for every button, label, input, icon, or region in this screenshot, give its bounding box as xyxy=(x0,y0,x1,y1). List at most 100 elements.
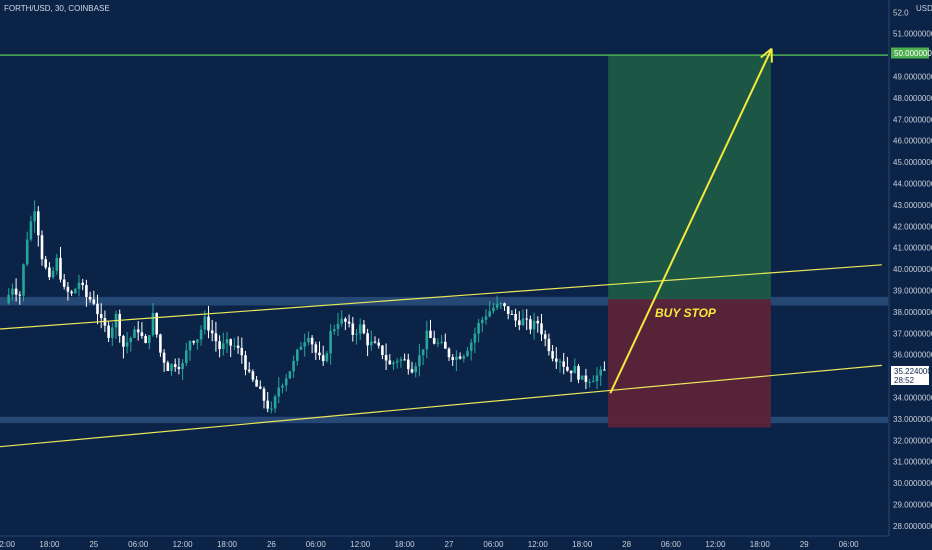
candle-body xyxy=(532,320,536,330)
candle-body xyxy=(7,294,10,304)
candle-body xyxy=(303,342,306,347)
candle-body xyxy=(518,320,521,326)
candle-body xyxy=(99,314,103,319)
candle-body xyxy=(251,371,255,380)
candle-body xyxy=(525,318,528,320)
profit-zone xyxy=(608,55,771,300)
channel-upper-line xyxy=(0,264,882,330)
candle-body xyxy=(70,291,73,294)
candle-body xyxy=(259,386,262,389)
candle-body xyxy=(506,306,510,314)
candle-body xyxy=(355,333,358,335)
candle-body xyxy=(503,303,506,307)
countdown-label: 28:52 xyxy=(894,376,915,385)
candle-body xyxy=(148,335,151,343)
candle-body xyxy=(418,355,421,367)
y-tick-label: 29.00000000 xyxy=(893,500,932,509)
candle-body xyxy=(395,360,399,363)
candles xyxy=(7,200,606,414)
x-tick-label: 26 xyxy=(267,540,276,549)
candle-body xyxy=(11,288,14,295)
candle-body xyxy=(48,267,51,278)
candle-body xyxy=(429,330,432,338)
y-tick-label: 44.00000000 xyxy=(893,179,932,188)
candle-body xyxy=(144,336,147,343)
support-zone-1 xyxy=(0,296,888,306)
candle-body xyxy=(188,341,192,351)
candle-body xyxy=(481,319,484,324)
candle-body xyxy=(366,333,369,346)
currency-label: USD xyxy=(916,4,932,13)
candle-body xyxy=(414,366,417,373)
candle-body xyxy=(603,369,606,371)
y-tick-label: 38.00000000 xyxy=(893,308,932,317)
buy-stop-annotation: BUY STOP xyxy=(655,306,717,320)
candle-body xyxy=(18,294,22,296)
candle-body xyxy=(325,353,329,362)
candle-body xyxy=(277,387,281,397)
candle-body xyxy=(88,296,92,300)
candle-body xyxy=(344,318,347,322)
candle-body xyxy=(199,329,203,340)
x-tick-label: 18:00 xyxy=(217,540,238,549)
candle-body xyxy=(173,364,177,368)
candle-body xyxy=(74,288,77,294)
candle-body xyxy=(170,364,173,372)
candle-body xyxy=(543,334,547,339)
candle-body xyxy=(321,355,325,362)
x-tick-label: 25 xyxy=(89,540,98,549)
candle-body xyxy=(273,396,277,409)
candle-body xyxy=(207,316,210,331)
candle-body xyxy=(407,359,410,370)
x-tick-label: 29 xyxy=(800,540,809,549)
y-tick-label: 37.00000000 xyxy=(893,329,932,338)
drawings xyxy=(0,47,888,448)
x-tick-label: 06:00 xyxy=(128,540,149,549)
candle-body xyxy=(81,282,84,286)
candle-body xyxy=(14,288,18,295)
candle-body xyxy=(51,270,55,278)
candle-body xyxy=(514,313,517,321)
channel-lower-line xyxy=(0,364,882,448)
candle-body xyxy=(592,381,595,383)
candle-body xyxy=(580,375,584,380)
candle-body xyxy=(410,369,414,373)
candle-body xyxy=(210,330,214,334)
candle-body xyxy=(551,351,554,359)
candle-body xyxy=(536,320,540,324)
x-tick-label: 12:00 xyxy=(0,540,16,549)
candle-body xyxy=(529,319,532,330)
candle-body xyxy=(107,325,110,338)
y-tick-label: 28.00000000 xyxy=(893,522,932,531)
candle-body xyxy=(362,324,366,334)
stop-loss-zone xyxy=(608,299,771,428)
x-tick-label: 06:00 xyxy=(661,540,682,549)
candle-body xyxy=(151,312,155,336)
candle-body xyxy=(44,259,47,268)
candle-body xyxy=(440,341,443,343)
candle-body xyxy=(547,338,551,352)
y-tick-label: 31.00000000 xyxy=(893,458,932,467)
candle-body xyxy=(55,257,59,271)
candle-body xyxy=(588,381,591,383)
candle-body xyxy=(203,316,207,330)
candle-body xyxy=(185,350,188,364)
candle-body xyxy=(388,360,392,365)
candle-body xyxy=(125,342,129,347)
candle-body xyxy=(347,321,351,324)
candle-body xyxy=(155,312,158,335)
x-tick-label: 12:00 xyxy=(528,540,549,549)
candle-body xyxy=(444,341,447,349)
candle-body xyxy=(599,369,602,376)
x-tick-label: 18:00 xyxy=(572,540,593,549)
plot-pane xyxy=(0,55,888,428)
support-zone-2 xyxy=(0,416,888,424)
candle-body xyxy=(540,323,543,335)
y-tick-label: 43.00000000 xyxy=(893,201,932,210)
candle-body xyxy=(333,329,336,332)
y-tick-label: 34.00000000 xyxy=(893,393,932,402)
candle-body xyxy=(432,337,436,344)
x-tick-label: 18:00 xyxy=(395,540,416,549)
candle-body xyxy=(233,345,236,347)
